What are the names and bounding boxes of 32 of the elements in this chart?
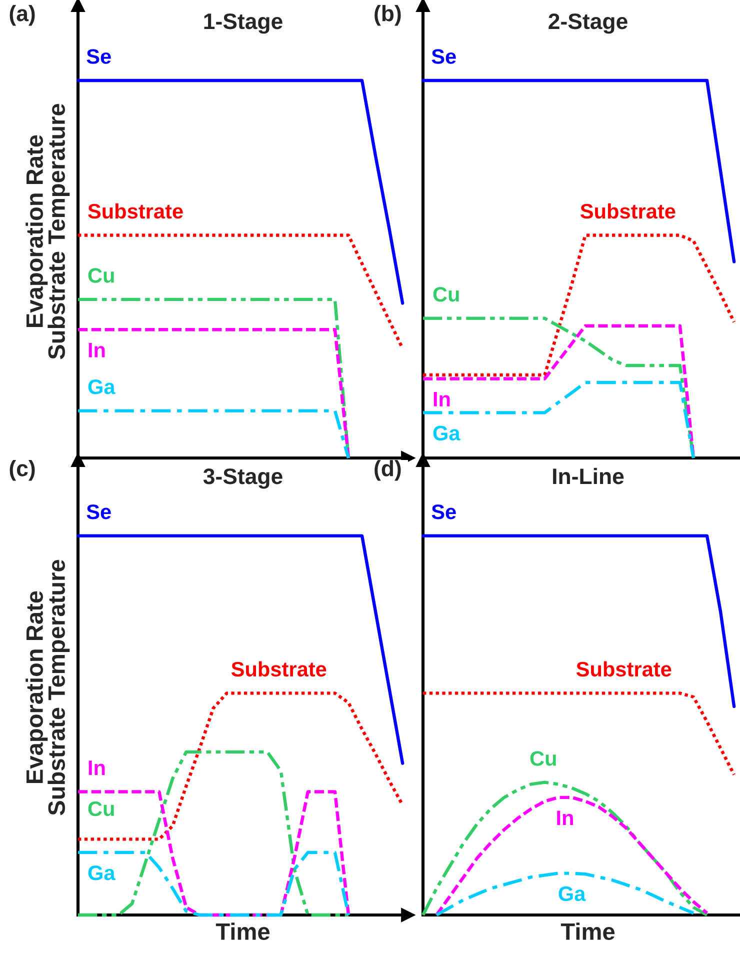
x-axis-title: Time <box>216 922 270 940</box>
text: (d) <box>374 460 401 481</box>
x-axis-title: Time <box>560 922 615 940</box>
series-label: Se <box>432 504 456 520</box>
series-label: Cu <box>433 286 459 302</box>
text: (b) <box>374 5 401 26</box>
series-label: Ga <box>558 886 586 902</box>
series-label: Substrate <box>580 203 676 219</box>
series-label: Substrate <box>576 661 672 677</box>
series-label: In <box>557 810 573 826</box>
series-label: Se <box>86 49 111 64</box>
series-label: Se <box>86 504 111 520</box>
series-label: Ga <box>88 379 116 394</box>
series-label: Substrate <box>88 203 183 219</box>
series-label: In <box>88 342 105 358</box>
series-label: Substrate <box>231 661 326 677</box>
series-label: In <box>88 760 105 775</box>
y-axis-title: Evaporation Rate Substrate Temperature <box>26 104 70 360</box>
text: (c) <box>10 460 35 481</box>
series-label: Ga <box>88 865 116 880</box>
chart-title: 1-Stage <box>204 13 282 34</box>
chart-title: 2-Stage <box>548 13 628 34</box>
y-axis-title: Evaporation Rate Substrate Temperature <box>26 560 70 816</box>
series-label: In <box>434 392 450 406</box>
series-label: Se <box>432 49 456 64</box>
chart-title: 3-Stage <box>203 468 282 489</box>
text: Cu <box>88 801 114 816</box>
series-label: Cu <box>530 751 556 766</box>
chart-title: In-Line <box>553 468 624 484</box>
series-label: Ga <box>433 426 460 441</box>
series-label: Cu <box>88 268 114 283</box>
text: (a) <box>10 5 35 26</box>
